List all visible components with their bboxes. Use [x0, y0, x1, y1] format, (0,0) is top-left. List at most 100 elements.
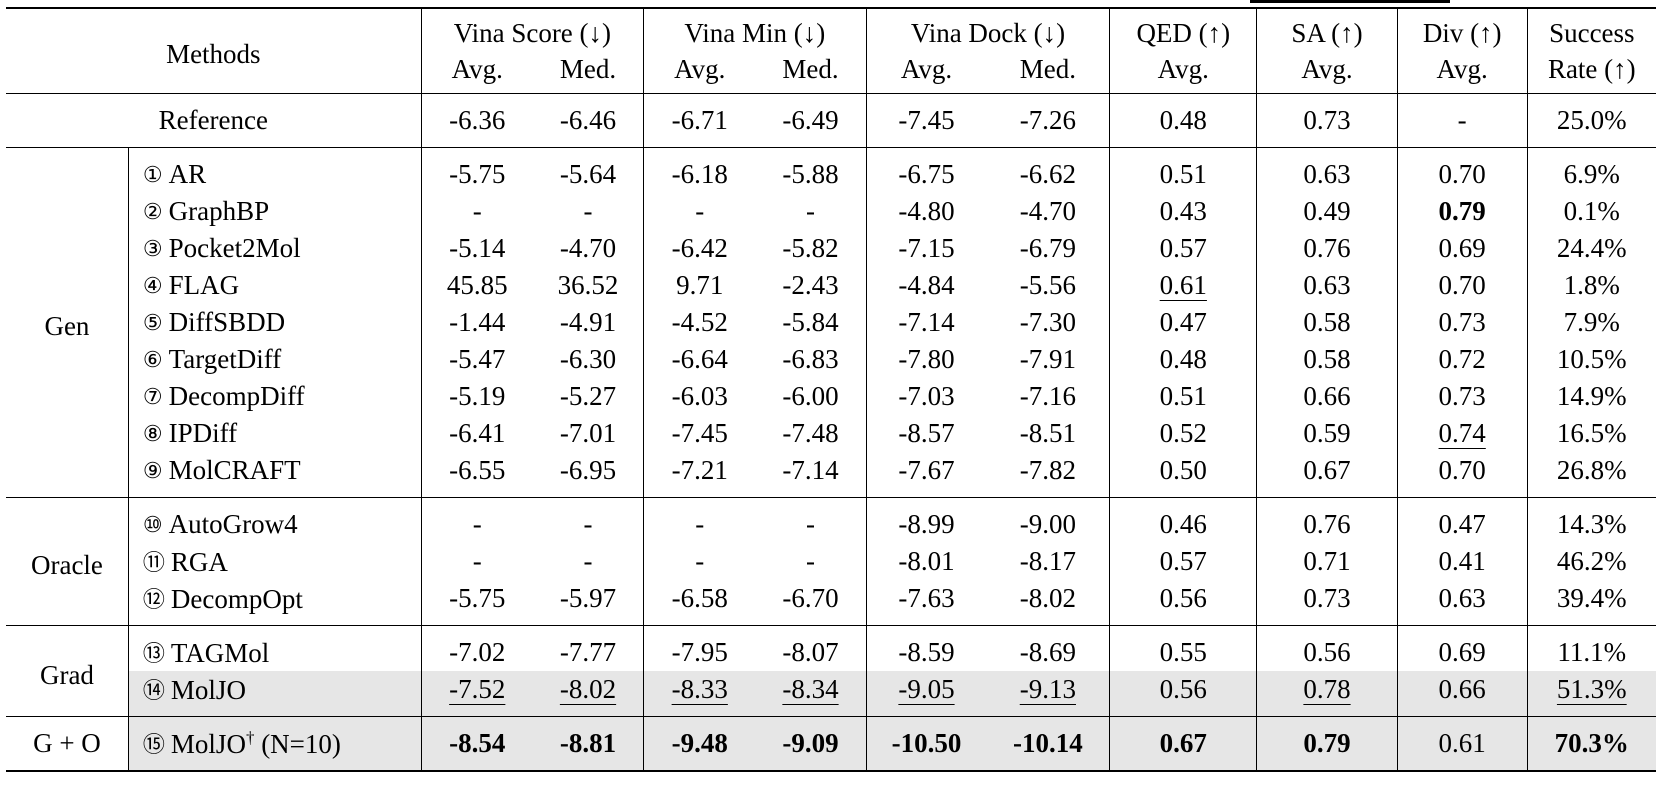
value: -5.75	[449, 159, 506, 189]
method-name: ⑮ MolJO† (N=10)	[127, 716, 422, 772]
value: 0.66	[1303, 381, 1351, 411]
method-index: ①	[142, 162, 163, 187]
value: -8.17	[1019, 546, 1076, 576]
value-cell: -5.82	[755, 230, 866, 267]
value-cell: -6.58	[643, 580, 756, 626]
value-cell: -6.46	[532, 93, 644, 148]
value: -7.91	[1019, 344, 1076, 374]
header-sub-med: Med.	[782, 53, 839, 84]
value-cell: 0.56	[1109, 580, 1257, 626]
header-sub-avg: Avg.	[1256, 51, 1398, 94]
method-index: ④	[142, 273, 163, 298]
method-name: ⑬ TAGMol	[127, 625, 422, 671]
value-cell: 0.69	[1396, 625, 1528, 671]
value-cell: 0.56	[1109, 671, 1257, 717]
value: 0.72	[1438, 344, 1486, 374]
value-cell: 0.73	[1396, 304, 1528, 341]
value-cell: -4.70	[533, 230, 644, 267]
value: -7.80	[898, 344, 955, 374]
value: -	[695, 509, 705, 539]
value: 0.69	[1438, 637, 1486, 667]
value-cell: -7.82	[986, 452, 1109, 498]
value-cell: -7.15	[865, 230, 987, 267]
value-cell: -4.80	[865, 193, 987, 230]
value: -6.18	[671, 159, 728, 189]
method-index: ②	[142, 199, 163, 224]
value-cell: -6.00	[755, 378, 866, 415]
value: -	[805, 546, 815, 576]
value-cell: 0.47	[1109, 304, 1257, 341]
value-cell: -7.16	[986, 378, 1109, 415]
value-cell: -5.19	[420, 378, 533, 415]
value: -5.14	[449, 233, 506, 263]
value: 6.9%	[1563, 159, 1620, 189]
value: -8.51	[1019, 418, 1076, 448]
value: -6.95	[559, 455, 617, 485]
value-cell: 14.3%	[1526, 497, 1656, 543]
value-cell: 25.0%	[1526, 93, 1656, 148]
method-name: ⑦ DecompDiff	[127, 378, 422, 415]
value-cell: -7.14	[865, 304, 987, 341]
value: -7.14	[782, 455, 839, 485]
value-cell: 6.9%	[1526, 147, 1656, 193]
header-sub-avg: Avg.	[865, 51, 987, 94]
value: 0.57	[1159, 233, 1207, 263]
method-label: MolJO	[170, 674, 246, 705]
value-cell: -10.50	[865, 716, 987, 772]
value-cell: 0.61	[1109, 267, 1257, 304]
value-cell: -8.34	[755, 671, 867, 717]
value: -10.14	[1012, 728, 1083, 758]
value: 0.48	[1159, 105, 1207, 135]
value-cell: -6.95	[533, 452, 644, 498]
value-cell: -9.00	[986, 497, 1110, 543]
value-cell: 1.8%	[1526, 267, 1656, 304]
value: 14.9%	[1556, 381, 1627, 411]
value-cell: 0.63	[1256, 147, 1398, 193]
value: 0.71	[1303, 546, 1351, 576]
value-cell: -6.55	[420, 452, 533, 498]
value: 0.63	[1303, 159, 1351, 189]
method-index: ⑭	[142, 677, 165, 703]
value-cell: 0.55	[1109, 625, 1257, 671]
method-index: ⑮	[142, 731, 165, 757]
value-cell: 0.43	[1109, 193, 1257, 230]
method-index: ⑪	[142, 549, 165, 575]
value-cell: -	[643, 543, 756, 580]
value: -7.03	[898, 381, 955, 411]
value-cell: 7.9%	[1526, 304, 1656, 341]
value: 46.2%	[1556, 546, 1627, 576]
value-cell: 0.70	[1396, 452, 1528, 498]
value-cell: -9.09	[755, 716, 867, 772]
value: 0.73	[1438, 307, 1486, 337]
value: -7.45	[898, 105, 955, 135]
value-cell: 0.71	[1256, 543, 1398, 580]
value-cell: 0.1%	[1526, 193, 1656, 230]
value: 0.70	[1438, 159, 1486, 189]
value-cell: 10.5%	[1526, 341, 1656, 378]
value-cell: -5.84	[755, 304, 866, 341]
value: -7.82	[1019, 455, 1076, 485]
value-cell: -	[755, 497, 867, 543]
value-cell: 51.3%	[1526, 671, 1656, 717]
value-cell: 0.51	[1109, 378, 1257, 415]
value-cell: 70.3%	[1526, 716, 1656, 772]
value: 0.56	[1159, 674, 1207, 704]
value-cell: 0.66	[1256, 378, 1398, 415]
value-cell: -8.57	[865, 415, 987, 452]
header-sub-avg: Avg.	[420, 51, 533, 94]
value-cell: 0.76	[1256, 497, 1398, 543]
value-cell: -7.45	[865, 93, 987, 148]
value-cell: -	[755, 543, 866, 580]
value: -4.70	[559, 233, 617, 263]
value-cell: 0.69	[1396, 230, 1528, 267]
method-name: ④ FLAG	[127, 267, 422, 304]
value: 0.47	[1159, 307, 1207, 337]
header-qed: QED (↑)	[1109, 7, 1257, 51]
value-cell: -7.77	[532, 625, 644, 671]
group-label-gen: Gen	[6, 147, 129, 498]
method-index: ⑧	[142, 421, 163, 446]
value-cell: -7.14	[755, 452, 866, 498]
value-cell: -6.75	[865, 147, 987, 193]
value-cell: 0.70	[1396, 147, 1528, 193]
group-label-oracle: Oracle	[6, 497, 129, 626]
